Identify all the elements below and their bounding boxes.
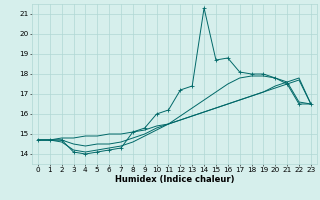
X-axis label: Humidex (Indice chaleur): Humidex (Indice chaleur) [115, 175, 234, 184]
